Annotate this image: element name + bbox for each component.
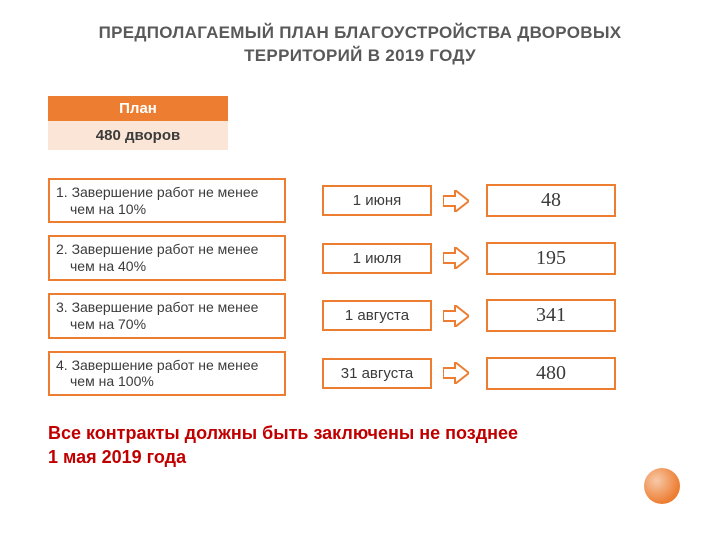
milestone-date: 1 августа [322,300,432,331]
milestone-row: 2. Завершение работ не менее чем на 40% … [48,235,672,281]
slide-title: ПРЕДПОЛАГАЕМЫЙ ПЛАН БЛАГОУСТРОЙСТВА ДВОР… [48,22,672,68]
milestone-step: 1. Завершение работ не менее чем на 10% [48,178,286,224]
milestone-value: 48 [486,184,616,217]
milestone-date: 1 июня [322,185,432,216]
footer-line-2: 1 мая 2019 года [48,447,186,467]
plan-body: 480 дворов [48,121,228,150]
milestone-date: 31 августа [322,358,432,389]
title-line-1: ПРЕДПОЛАГАЕМЫЙ ПЛАН БЛАГОУСТРОЙСТВА ДВОР… [99,23,622,42]
milestone-row: 4. Завершение работ не менее чем на 100%… [48,351,672,397]
milestone-value: 341 [486,299,616,332]
milestone-rows: 1. Завершение работ не менее чем на 10% … [48,178,672,396]
decorative-circle-icon [644,468,680,504]
milestone-step: 2. Завершение работ не менее чем на 40% [48,235,286,281]
milestone-step: 3. Завершение работ не менее чем на 70% [48,293,286,339]
footer-line-1: Все контракты должны быть заключены не п… [48,423,518,443]
milestone-value: 195 [486,242,616,275]
milestone-row: 3. Завершение работ не менее чем на 70% … [48,293,672,339]
arrow-icon [440,359,472,387]
plan-header: План [48,96,228,121]
milestone-date: 1 июля [322,243,432,274]
milestone-step: 4. Завершение работ не менее чем на 100% [48,351,286,397]
title-line-2: ТЕРРИТОРИЙ В 2019 ГОДУ [244,46,476,65]
slide: ПРЕДПОЛАГАЕМЫЙ ПЛАН БЛАГОУСТРОЙСТВА ДВОР… [0,0,720,540]
footer-note: Все контракты должны быть заключены не п… [48,422,672,469]
plan-box: План 480 дворов [48,96,228,150]
arrow-icon [440,244,472,272]
milestone-value: 480 [486,357,616,390]
arrow-icon [440,187,472,215]
arrow-icon [440,302,472,330]
milestone-row: 1. Завершение работ не менее чем на 10% … [48,178,672,224]
